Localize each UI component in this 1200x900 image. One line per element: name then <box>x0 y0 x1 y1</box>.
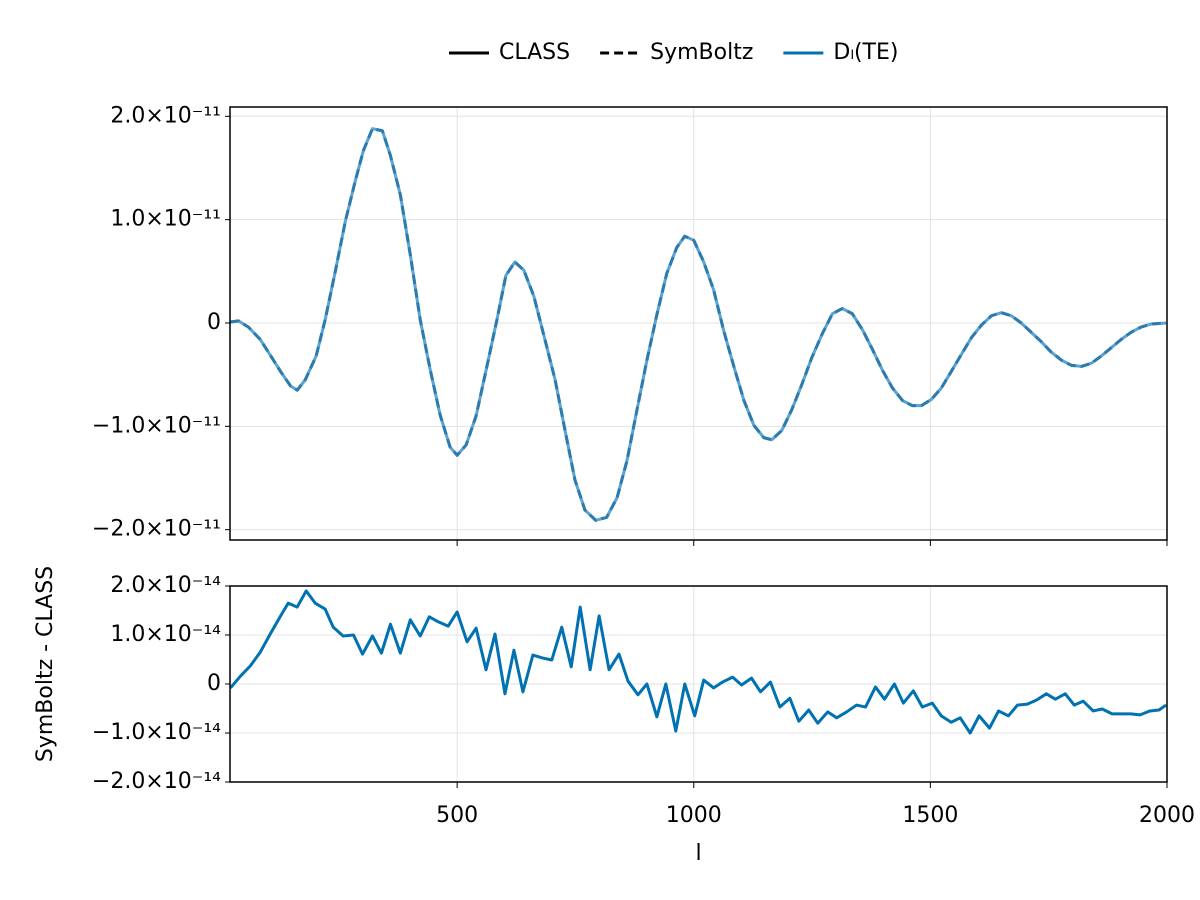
x-axis-label: l <box>695 841 701 866</box>
y-tick-label: 0 <box>207 671 221 696</box>
y-tick-label: 2.0×10⁻¹⁴ <box>110 573 221 598</box>
x-tick-label: 500 <box>436 803 478 828</box>
y-tick-label: −2.0×10⁻¹¹ <box>92 517 221 542</box>
y-tick-label: 1.0×10⁻¹⁴ <box>110 622 221 647</box>
data-line <box>229 589 1167 735</box>
y-tick-label: 1.0×10⁻¹¹ <box>110 207 221 232</box>
data-line <box>230 127 1167 522</box>
plot-frame <box>229 585 1168 783</box>
x-tick-label: 2000 <box>1139 803 1195 828</box>
y-tick-label: −1.0×10⁻¹⁴ <box>92 720 221 745</box>
legend-label: SymBoltz <box>650 40 753 65</box>
y-axis-label: SymBoltz - CLASS <box>33 566 58 762</box>
legend-label: Dₗ(TE) <box>833 40 898 65</box>
x-tick-label: 1000 <box>666 803 722 828</box>
y-tick-label: −2.0×10⁻¹⁴ <box>92 769 221 794</box>
plot-frame <box>229 106 1168 541</box>
x-tick-label: 1500 <box>902 803 958 828</box>
legend-label: CLASS <box>499 40 570 65</box>
y-tick-label: −1.0×10⁻¹¹ <box>92 413 221 438</box>
y-tick-label: 0 <box>207 310 221 335</box>
y-tick-label: 2.0×10⁻¹¹ <box>110 103 221 128</box>
